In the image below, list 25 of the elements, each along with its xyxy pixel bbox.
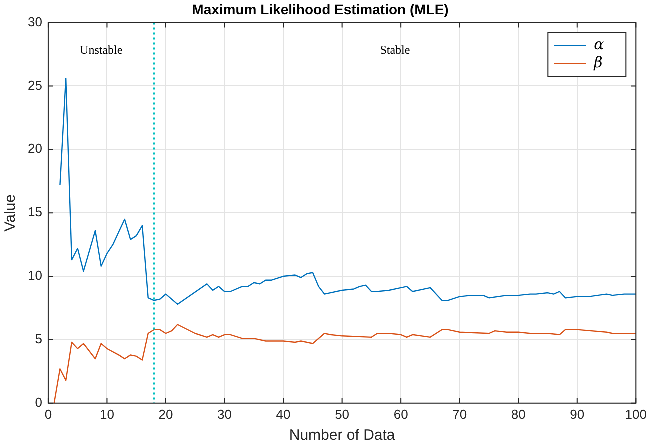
- y-tick-label: 30: [28, 14, 42, 30]
- x-tick-label: 30: [218, 406, 232, 422]
- legend-label: β: [593, 54, 604, 72]
- y-axis-title: Value: [2, 194, 20, 232]
- annotation: Stable: [380, 42, 410, 57]
- y-tick-label: 10: [28, 268, 42, 284]
- y-tick-label: 5: [35, 332, 42, 347]
- x-tick-label: 0: [44, 406, 52, 422]
- x-tick-label: 60: [394, 406, 408, 422]
- x-tick-label: 100: [625, 406, 648, 422]
- y-tick-label: 20: [28, 141, 42, 156]
- x-tick-label: 20: [158, 406, 174, 422]
- x-tick-label: 70: [452, 406, 468, 422]
- x-tick-label: 50: [335, 406, 350, 422]
- x-tick-label: 10: [100, 406, 114, 422]
- x-tick-label: 90: [570, 406, 585, 422]
- y-tick-label: 25: [28, 78, 42, 93]
- x-tick-label: 40: [276, 406, 291, 422]
- y-tick-label: 15: [28, 204, 42, 220]
- x-axis-title: Number of Data: [289, 427, 396, 444]
- annotation: Unstable: [80, 42, 123, 57]
- x-tick-label: 80: [511, 406, 526, 422]
- chart-title: Maximum Likelihood Estimation (MLE): [192, 1, 449, 18]
- y-tick-label: 0: [35, 394, 42, 410]
- legend-label: α: [594, 36, 604, 54]
